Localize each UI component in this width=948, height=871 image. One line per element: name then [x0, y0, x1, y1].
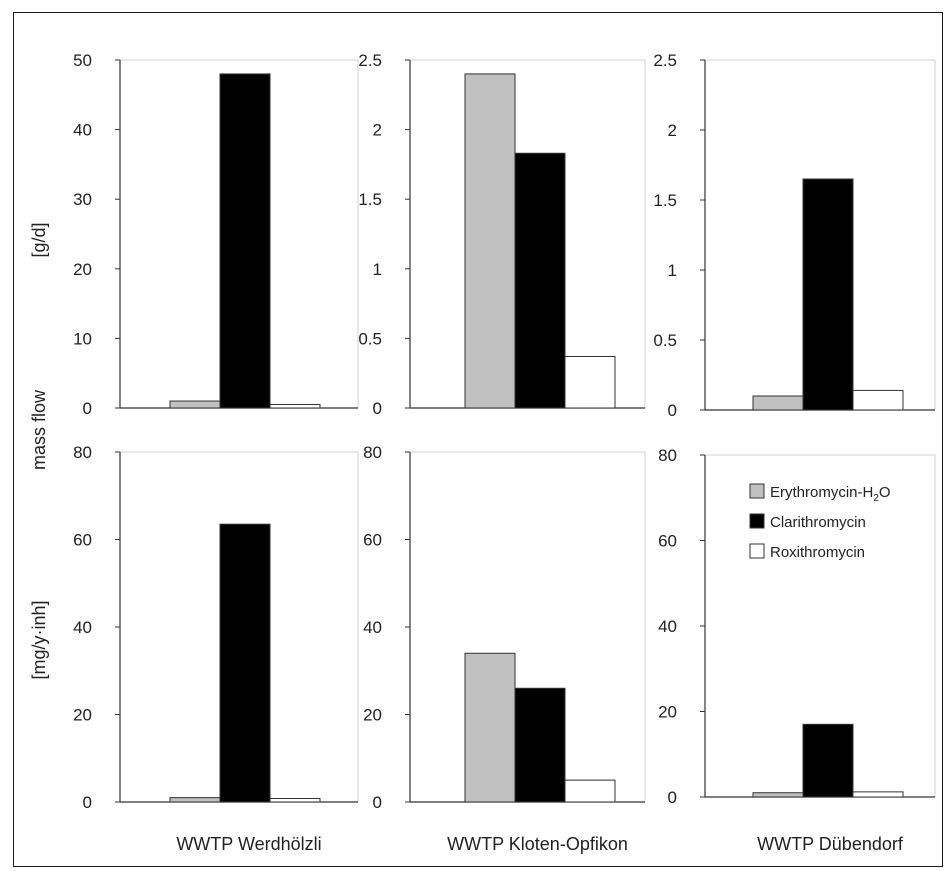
legend-swatch-roxithromycin	[749, 543, 765, 559]
panel-3-bar-erythromycin-h2o	[169, 797, 221, 803]
y-label-bottom-unit: [mg/y·inh]	[29, 600, 49, 679]
panel-2-ytick-label: 0.5	[653, 331, 677, 350]
y-label-top-unit: [g/d]	[29, 222, 49, 257]
panel-1-ytick-label: 0	[373, 399, 382, 418]
panel-2-ytick-label: 1.5	[653, 191, 677, 210]
panel-4-ytick-label: 80	[363, 443, 382, 462]
legend: Erythromycin-H2O Clarithromycin Roxithro…	[749, 483, 891, 561]
panel-5-ytick-label: 0	[668, 788, 677, 807]
panel-3-bar-roxithromycin	[269, 798, 321, 803]
panel-2-ytick-label: 2	[668, 121, 677, 140]
panel-5-bar-clarithromycin	[802, 723, 854, 798]
panel-1-ytick-label: 0.5	[358, 329, 382, 348]
panel-0-bar-clarithromycin	[219, 73, 271, 409]
panel-1-bar-clarithromycin	[514, 152, 566, 409]
panel-1-ytick-label: 2.5	[358, 51, 382, 70]
panel-5-ytick-label: 40	[658, 617, 677, 636]
panel-5-ytick-label: 20	[658, 703, 677, 722]
panel-0-ytick-label: 40	[73, 121, 92, 140]
panel-1-ytick-label: 2	[373, 121, 382, 140]
panel-1-bar-erythromycin-h2o	[464, 73, 516, 409]
panel-2-bar-roxithromycin	[852, 389, 904, 411]
panel-0-ytick-label: 30	[73, 190, 92, 209]
panel-3-xlabel: WWTP Werdhölzli	[176, 834, 321, 854]
legend-label-roxithromycin: Roxithromycin	[770, 544, 865, 561]
panel-3-bar-clarithromycin	[219, 523, 271, 803]
panel-0-bar-roxithromycin	[269, 404, 321, 409]
panel-0-ytick-label: 0	[83, 399, 92, 418]
panel-4-ytick-label: 60	[363, 531, 382, 550]
panel-2-ytick-label: 2.5	[653, 51, 677, 70]
panel-4-ytick-label: 20	[363, 706, 382, 725]
legend-label-erythromycin: Erythromycin-H2O	[770, 484, 891, 504]
panel-4-ytick-label: 0	[373, 793, 382, 812]
panel-0-ytick-label: 20	[73, 260, 92, 279]
panel-0-ytick-label: 10	[73, 329, 92, 348]
legend-swatch-clarithromycin	[749, 513, 765, 529]
panel-4-ytick-label: 40	[363, 618, 382, 637]
panel-3-ytick-label: 60	[73, 531, 92, 550]
panel-0-ytick-label: 50	[73, 51, 92, 70]
panel-5-ytick-label: 60	[658, 532, 677, 551]
panel-4-bar-roxithromycin	[564, 779, 616, 803]
y-label-mass-flow: mass flow	[29, 389, 49, 470]
panel-5-xlabel: WWTP Dübendorf	[757, 834, 904, 854]
panel-5-bar-erythromycin-h2o	[752, 792, 804, 798]
legend-swatch-erythromycin	[749, 483, 765, 499]
panel-3-ytick-label: 40	[73, 618, 92, 637]
panel-3-ytick-label: 0	[83, 793, 92, 812]
panel-3-ytick-label: 80	[73, 443, 92, 462]
panel-5-ytick-label: 80	[658, 446, 677, 465]
panel-1-ytick-label: 1	[373, 260, 382, 279]
legend-label-clarithromycin: Clarithromycin	[770, 514, 866, 531]
panel-4-bar-erythromycin-h2o	[464, 652, 516, 803]
panel-5-bar-roxithromycin	[852, 791, 904, 798]
panel-1-bar-roxithromycin	[564, 355, 616, 409]
panel-4-xlabel: WWTP Kloten-Opfikon	[447, 834, 628, 854]
panel-4-bar-clarithromycin	[514, 687, 566, 803]
panel-2-ytick-label: 0	[668, 401, 677, 420]
panel-1-ytick-label: 1.5	[358, 190, 382, 209]
panel-0-bar-erythromycin-h2o	[169, 400, 221, 409]
panel-3-ytick-label: 20	[73, 706, 92, 725]
panel-2-bar-erythromycin-h2o	[752, 395, 804, 411]
panel-2-ytick-label: 1	[668, 261, 677, 280]
chart-panels: 0 10 20 30 40 50 0 0.5 1 1.5 2 2.5 0 0.5 1 1.5 2 2.5 0 20 40…	[73, 51, 936, 854]
panel-2-bar-clarithromycin	[802, 178, 854, 411]
figure-frame	[13, 12, 943, 867]
